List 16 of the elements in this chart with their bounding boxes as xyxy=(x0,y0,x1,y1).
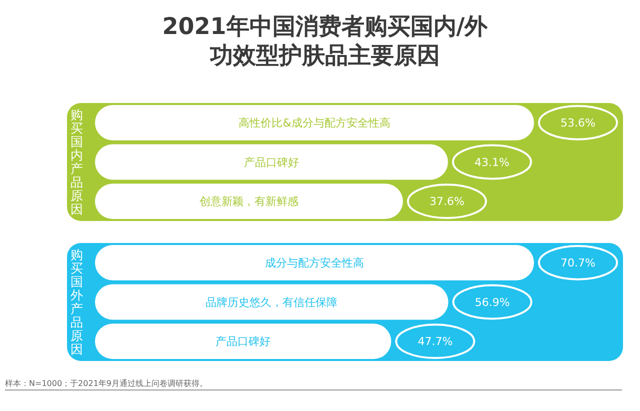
data-label: 47.7% xyxy=(418,335,453,348)
y-tick-label: 产品口碑好 xyxy=(216,335,271,348)
text: 样本：N=1000；于2021年9月通过线上问卷调研获得。 xyxy=(5,379,208,388)
data-label: 53.6% xyxy=(560,116,596,130)
y-tick-label: 品牌历史悠久，有信任保障 xyxy=(206,296,338,309)
y-tick-label: 创意新颖，有新鲜感 xyxy=(199,195,298,208)
data-label: 37.6% xyxy=(429,195,464,208)
y-axis-title: 购买国内产品原因 xyxy=(70,107,84,217)
y-axis-title: 购买国外产品原因 xyxy=(70,247,84,357)
data-label: 43.1% xyxy=(474,156,510,169)
data-label: 70.7% xyxy=(560,256,596,270)
y-tick-label: 高性价比&成分与配方安全性高 xyxy=(238,116,390,130)
data-label: 56.9% xyxy=(474,296,510,309)
y-tick-label: 产品口碑好 xyxy=(244,156,299,169)
chart-title: 2021年中国消费者购买国内/外功效型护肤品主要原因 xyxy=(162,14,489,69)
y-tick-label: 成分与配方安全性高 xyxy=(265,256,364,270)
